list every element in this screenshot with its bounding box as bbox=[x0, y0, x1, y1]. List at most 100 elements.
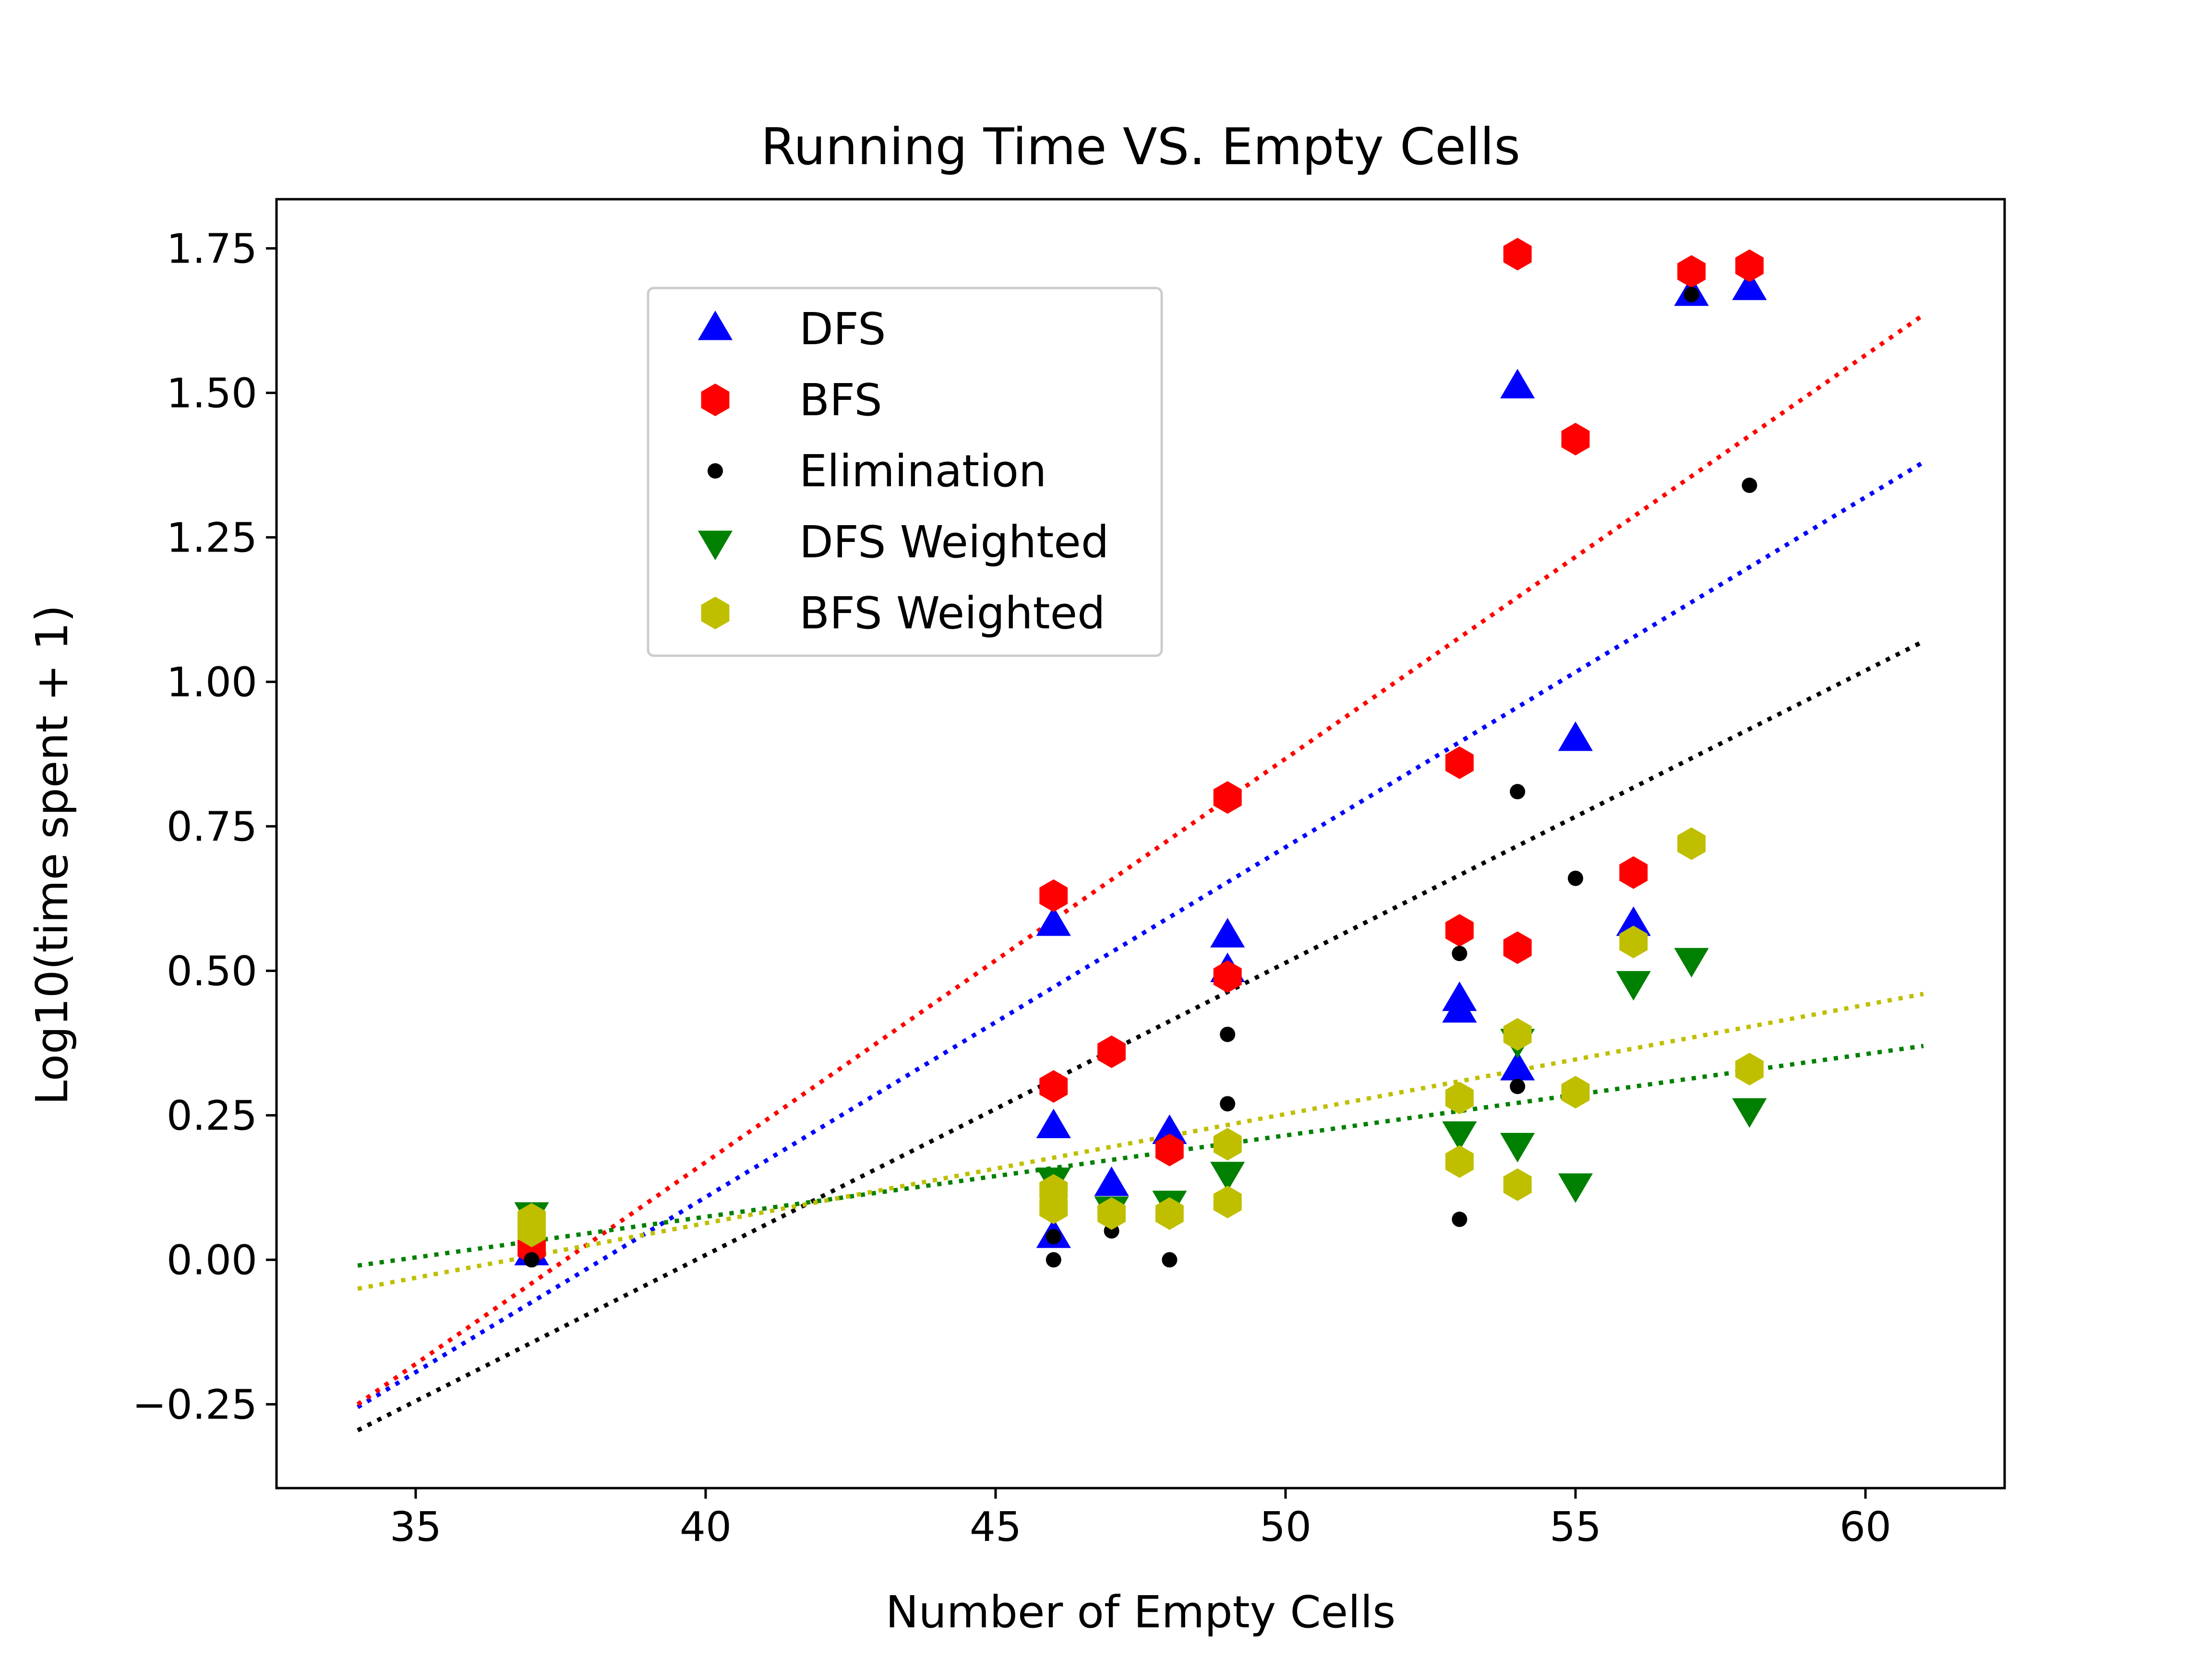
y-tick-label: −0.25 bbox=[132, 1381, 257, 1429]
data-point bbox=[1732, 270, 1767, 301]
data-point bbox=[1619, 856, 1648, 889]
data-point bbox=[1503, 238, 1532, 271]
data-point bbox=[1097, 1035, 1126, 1068]
legend-marker bbox=[697, 530, 733, 560]
data-point bbox=[1503, 1168, 1532, 1201]
trend-lines bbox=[356, 313, 1925, 1432]
legend-label: DFS bbox=[799, 303, 886, 355]
data-point bbox=[1213, 781, 1242, 814]
data-point bbox=[1732, 1098, 1767, 1128]
data-point bbox=[517, 1203, 546, 1236]
data-point bbox=[1094, 1166, 1129, 1196]
data-point bbox=[1510, 784, 1526, 800]
data-point bbox=[1616, 971, 1651, 1001]
data-point bbox=[1039, 1174, 1068, 1207]
data-point bbox=[1155, 1133, 1184, 1166]
legend-item: DFS Weighted bbox=[697, 517, 1109, 568]
data-point bbox=[1220, 1026, 1236, 1042]
data-point bbox=[1452, 1212, 1467, 1227]
data-point bbox=[1677, 827, 1706, 860]
data-point bbox=[1442, 981, 1477, 1011]
x-tick-label: 55 bbox=[1550, 1503, 1601, 1551]
data-point bbox=[1442, 1121, 1477, 1151]
x-tick-label: 40 bbox=[680, 1503, 732, 1551]
legend-marker bbox=[701, 597, 730, 629]
chart-title: Running Time VS. Empty Cells bbox=[761, 118, 1520, 176]
data-point bbox=[1210, 1162, 1245, 1191]
series-markers bbox=[517, 238, 1764, 1265]
data-point bbox=[1152, 1114, 1187, 1144]
y-tick-label: 1.75 bbox=[167, 225, 257, 273]
x-tick-label: 45 bbox=[970, 1503, 1022, 1551]
legend-label: Elimination bbox=[799, 445, 1046, 497]
trend-line bbox=[356, 313, 1925, 1407]
data-point bbox=[1039, 879, 1068, 912]
y-axis-label: Log10(time spent + 1) bbox=[26, 605, 78, 1105]
data-point bbox=[1503, 931, 1532, 964]
x-tick-label: 35 bbox=[390, 1503, 442, 1551]
legend-item: DFS bbox=[697, 303, 886, 355]
data-point bbox=[1213, 1128, 1242, 1161]
data-point bbox=[1445, 1145, 1474, 1178]
data-point bbox=[1510, 1079, 1526, 1094]
data-point bbox=[1445, 746, 1474, 779]
data-point bbox=[1036, 906, 1071, 936]
data-point bbox=[1445, 1082, 1474, 1115]
data-point bbox=[1500, 1133, 1535, 1163]
legend-marker bbox=[701, 384, 730, 416]
trend-line bbox=[356, 460, 1925, 1409]
data-point bbox=[1735, 1053, 1764, 1086]
data-point bbox=[1683, 287, 1699, 302]
trend-line bbox=[357, 1044, 1924, 1268]
legend-label: BFS Weighted bbox=[799, 588, 1106, 639]
data-point bbox=[1735, 249, 1764, 282]
data-point bbox=[1155, 1197, 1184, 1230]
data-point bbox=[1500, 369, 1535, 398]
legend: DFS BFS Elimination DFS Weighted BFS Weighte… bbox=[647, 287, 1163, 657]
data-point bbox=[1036, 1108, 1071, 1139]
trend-line bbox=[357, 992, 1924, 1291]
data-point bbox=[1674, 948, 1709, 978]
data-point bbox=[1568, 870, 1584, 886]
legend-item: Elimination bbox=[708, 445, 1046, 497]
legend-marker bbox=[708, 463, 723, 479]
data-point bbox=[1561, 1076, 1590, 1109]
y-tick-label: 0.50 bbox=[167, 948, 257, 995]
legend-box bbox=[647, 287, 1163, 657]
data-point bbox=[1213, 1186, 1242, 1218]
plot-frame bbox=[275, 198, 2006, 1490]
data-point bbox=[1210, 918, 1245, 948]
plot-area: 35 40 45 50 55 60 −0.25 0.00 0.25 0.50 0.75 1.00 1.2… bbox=[132, 198, 2006, 1551]
x-tick-label: 50 bbox=[1260, 1503, 1311, 1551]
data-point bbox=[524, 1252, 540, 1268]
data-point bbox=[1742, 477, 1757, 493]
data-point bbox=[1561, 422, 1590, 456]
data-point bbox=[1445, 914, 1474, 947]
data-point bbox=[1213, 960, 1242, 993]
data-point bbox=[1162, 1252, 1178, 1268]
data-point bbox=[1220, 1096, 1236, 1112]
trend-line bbox=[357, 639, 1924, 1432]
x-axis-label: Number of Empty Cells bbox=[886, 1587, 1396, 1638]
legend-item: BFS Weighted bbox=[701, 588, 1106, 639]
data-point bbox=[1039, 1070, 1068, 1103]
data-point bbox=[1500, 1051, 1535, 1081]
data-point bbox=[1558, 721, 1593, 751]
y-tick-label: 0.75 bbox=[167, 803, 257, 851]
x-tick-label: 60 bbox=[1839, 1503, 1891, 1551]
y-tick-label: 0.00 bbox=[167, 1237, 257, 1284]
data-point bbox=[1097, 1197, 1126, 1230]
data-point bbox=[1619, 926, 1648, 959]
legend-item: BFS bbox=[701, 374, 882, 426]
legend-marker bbox=[697, 311, 733, 340]
data-point bbox=[1503, 1018, 1532, 1051]
legend-label: DFS Weighted bbox=[799, 517, 1109, 568]
data-point bbox=[1616, 906, 1651, 936]
data-point bbox=[1046, 1229, 1061, 1245]
y-tick-label: 1.25 bbox=[167, 514, 257, 562]
series-markers bbox=[517, 827, 1764, 1248]
data-point bbox=[1046, 1252, 1061, 1268]
y-tick-label: 1.00 bbox=[167, 659, 257, 706]
